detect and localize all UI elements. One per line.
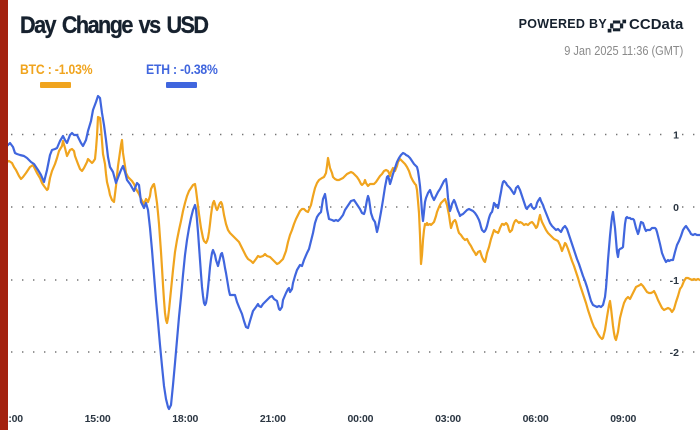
svg-text:1: 1 — [673, 129, 679, 141]
svg-text:0: 0 — [673, 202, 679, 214]
svg-text:09:00: 09:00 — [610, 413, 636, 425]
svg-text:-1: -1 — [670, 275, 679, 287]
svg-text:06:00: 06:00 — [523, 413, 549, 425]
svg-text:15:00: 15:00 — [85, 413, 111, 425]
svg-text:18:00: 18:00 — [172, 413, 198, 425]
svg-text:03:00: 03:00 — [435, 413, 461, 425]
svg-text:00:00: 00:00 — [347, 413, 373, 425]
svg-text:21:00: 21:00 — [260, 413, 286, 425]
svg-text:-2: -2 — [670, 347, 679, 359]
